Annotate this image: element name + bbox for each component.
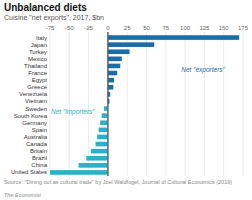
category-label: Spain — [32, 127, 47, 133]
chart: Unbalanced dietsCuisine "net exports", 2… — [0, 0, 252, 200]
bar — [108, 85, 113, 90]
category-label: Germany — [22, 120, 47, 126]
category-label: Canada — [26, 141, 48, 147]
category-label: Sweden — [25, 106, 47, 112]
bar — [104, 106, 108, 111]
credit: The Economist — [4, 192, 41, 198]
bar — [96, 142, 108, 147]
bar — [108, 64, 120, 69]
title: Unbalanced diets — [4, 2, 87, 13]
grid-line — [204, 32, 205, 176]
category-label: South Korea — [14, 113, 48, 119]
bar — [91, 149, 108, 154]
annotation: Net "importers" — [51, 108, 95, 116]
subtitle: Cuisine "net exports", 2017, $bn — [4, 14, 104, 22]
tick-label: 175 — [238, 25, 249, 31]
bar — [108, 71, 117, 76]
category-label: Britain — [30, 148, 47, 154]
bar — [100, 120, 108, 125]
grid-line — [69, 32, 70, 176]
grid-line — [165, 32, 166, 176]
tick-label: 100 — [180, 25, 191, 31]
category-label: China — [31, 162, 47, 168]
tick-label: 125 — [199, 25, 210, 31]
grid-line — [223, 32, 224, 176]
bar — [50, 170, 108, 175]
tick-label: -50 — [65, 25, 74, 31]
category-label: Australia — [24, 134, 48, 140]
bar — [108, 57, 122, 62]
category-label: Thailand — [24, 63, 47, 69]
bar — [108, 49, 130, 54]
tick-label: -75 — [46, 25, 55, 31]
category-label: United States — [11, 169, 47, 175]
category-label: Greece — [27, 84, 47, 90]
source: Source: "Dining out as cultural trade" b… — [4, 179, 232, 185]
category-label: Japan — [31, 42, 47, 48]
bar — [108, 35, 239, 40]
bar — [97, 135, 108, 140]
grid-line — [88, 32, 89, 176]
tick-label: 0 — [106, 25, 110, 31]
grid-line — [146, 32, 147, 176]
grid-line — [243, 32, 244, 176]
bar — [102, 113, 108, 118]
tick-label: 50 — [143, 25, 150, 31]
grid — [50, 32, 243, 176]
category-label: Venezuela — [19, 91, 48, 97]
bars — [50, 35, 239, 175]
tick-label: 25 — [124, 25, 131, 31]
zero-line — [107, 32, 108, 176]
tick-label: 75 — [162, 25, 169, 31]
bar — [86, 156, 108, 161]
bar — [108, 42, 154, 47]
category-label: Italy — [36, 35, 47, 41]
grid-line — [50, 32, 51, 176]
grid-line — [185, 32, 186, 176]
annotation: Net "exporters" — [181, 66, 225, 74]
category-label: France — [28, 70, 47, 76]
tick-label: 150 — [219, 25, 230, 31]
category-label: Mexico — [28, 56, 48, 62]
grid-line — [107, 32, 108, 176]
bar — [108, 78, 114, 83]
tick-label: -25 — [84, 25, 93, 31]
category-label: Turkey — [29, 49, 47, 55]
bar — [79, 163, 108, 168]
category-label: Vietnam — [25, 98, 47, 104]
bar — [99, 128, 108, 133]
category-label: Egypt — [32, 77, 48, 83]
category-label: Brazil — [32, 155, 47, 161]
